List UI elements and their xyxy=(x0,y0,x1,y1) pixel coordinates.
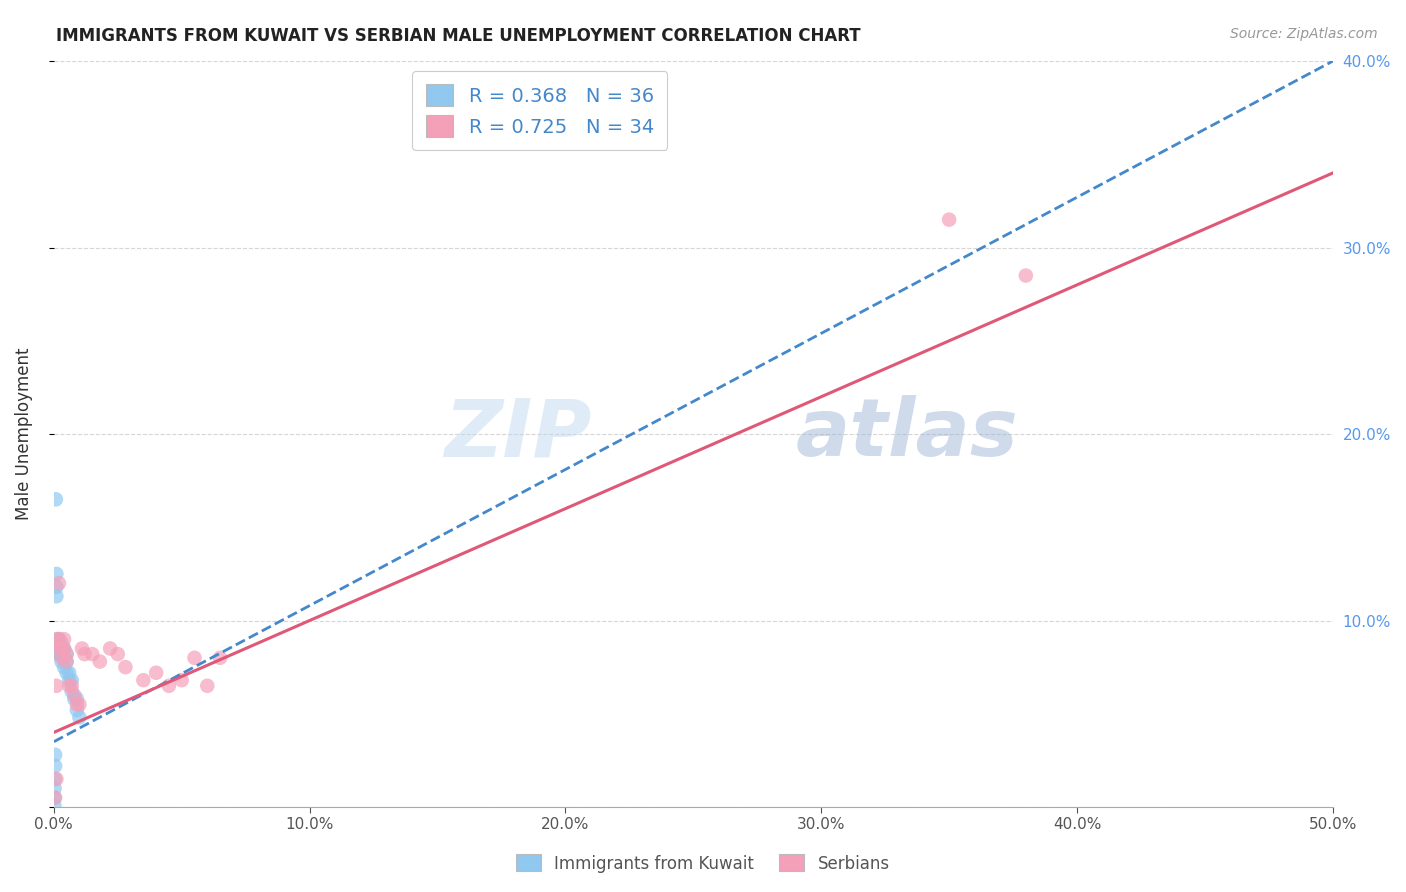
Legend: Immigrants from Kuwait, Serbians: Immigrants from Kuwait, Serbians xyxy=(509,847,897,880)
Point xyxy=(48,645,70,659)
Point xyxy=(73,647,96,661)
Point xyxy=(60,684,83,698)
Point xyxy=(58,679,80,693)
Point xyxy=(46,647,69,661)
Point xyxy=(51,636,73,650)
Point xyxy=(1015,268,1038,283)
Point xyxy=(98,641,121,656)
Point xyxy=(51,655,73,669)
Point xyxy=(89,655,111,669)
Point xyxy=(44,747,66,762)
Point xyxy=(51,641,73,656)
Point xyxy=(55,665,77,680)
Point xyxy=(48,641,70,656)
Text: IMMIGRANTS FROM KUWAIT VS SERBIAN MALE UNEMPLOYMENT CORRELATION CHART: IMMIGRANTS FROM KUWAIT VS SERBIAN MALE U… xyxy=(56,27,860,45)
Point xyxy=(51,647,73,661)
Point xyxy=(45,589,67,603)
Point xyxy=(132,673,155,688)
Point xyxy=(53,641,76,656)
Point xyxy=(67,710,90,724)
Point xyxy=(44,772,66,786)
Point xyxy=(49,647,72,661)
Point xyxy=(66,703,89,717)
Point xyxy=(209,650,232,665)
Point xyxy=(53,650,76,665)
Point xyxy=(45,632,67,647)
Point xyxy=(48,632,70,647)
Point xyxy=(45,492,67,507)
Point xyxy=(46,638,69,652)
Point xyxy=(114,660,136,674)
Point xyxy=(58,665,80,680)
Point xyxy=(195,679,218,693)
Point xyxy=(63,688,86,702)
Point xyxy=(48,641,70,656)
Point xyxy=(46,636,69,650)
Point xyxy=(53,641,76,656)
Point xyxy=(53,632,76,647)
Legend: R = 0.368   N = 36, R = 0.725   N = 34: R = 0.368 N = 36, R = 0.725 N = 34 xyxy=(412,70,668,150)
Point xyxy=(66,691,89,706)
Point xyxy=(157,679,180,693)
Point xyxy=(58,673,80,688)
Point xyxy=(60,673,83,688)
Point xyxy=(44,790,66,805)
Point xyxy=(45,679,67,693)
Point xyxy=(53,660,76,674)
Text: Source: ZipAtlas.com: Source: ZipAtlas.com xyxy=(1230,27,1378,41)
Point xyxy=(48,632,70,647)
Point xyxy=(938,212,960,227)
Point xyxy=(60,679,83,693)
Point xyxy=(183,650,205,665)
Point xyxy=(55,647,77,661)
Point xyxy=(44,759,66,773)
Point xyxy=(48,576,70,591)
Point xyxy=(67,698,90,712)
Point xyxy=(51,641,73,656)
Point xyxy=(44,790,66,805)
Point xyxy=(55,647,77,661)
Point xyxy=(55,655,77,669)
Point xyxy=(45,580,67,594)
Point xyxy=(63,691,86,706)
Text: ZIP: ZIP xyxy=(444,395,591,473)
Text: atlas: atlas xyxy=(796,395,1018,473)
Point xyxy=(45,566,67,581)
Point xyxy=(70,641,93,656)
Point xyxy=(170,673,193,688)
Point xyxy=(66,698,89,712)
Point xyxy=(46,632,69,647)
Point xyxy=(107,647,129,661)
Y-axis label: Male Unemployment: Male Unemployment xyxy=(15,348,32,520)
Point xyxy=(45,772,67,786)
Point xyxy=(55,655,77,669)
Point xyxy=(82,647,104,661)
Point xyxy=(44,798,66,813)
Point xyxy=(51,650,73,665)
Point xyxy=(145,665,167,680)
Point xyxy=(44,781,66,796)
